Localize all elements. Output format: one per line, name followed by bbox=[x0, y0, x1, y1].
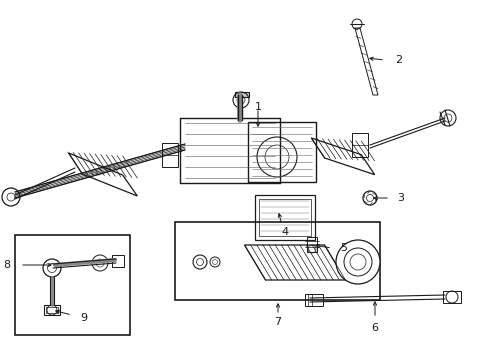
Bar bbox=[112, 255, 124, 267]
Bar bbox=[44, 305, 60, 315]
Text: 6: 6 bbox=[371, 323, 378, 333]
Bar bbox=[162, 143, 178, 167]
Bar bbox=[305, 294, 323, 306]
Text: 3: 3 bbox=[396, 193, 403, 203]
Bar bbox=[175, 222, 379, 300]
Bar bbox=[306, 237, 316, 252]
Bar bbox=[46, 307, 58, 313]
Bar bbox=[442, 291, 460, 303]
Text: 7: 7 bbox=[274, 317, 281, 327]
Text: 9: 9 bbox=[80, 313, 87, 323]
Bar bbox=[235, 92, 248, 97]
Circle shape bbox=[335, 240, 379, 284]
Bar bbox=[351, 133, 367, 157]
Text: 1: 1 bbox=[254, 102, 261, 112]
Text: 2: 2 bbox=[394, 55, 401, 65]
Bar bbox=[259, 199, 310, 236]
Bar bbox=[15, 235, 130, 335]
Text: 5: 5 bbox=[339, 243, 346, 253]
Text: 8: 8 bbox=[3, 260, 10, 270]
Bar bbox=[247, 122, 315, 182]
Bar bbox=[254, 195, 314, 240]
Text: 4: 4 bbox=[281, 227, 288, 237]
